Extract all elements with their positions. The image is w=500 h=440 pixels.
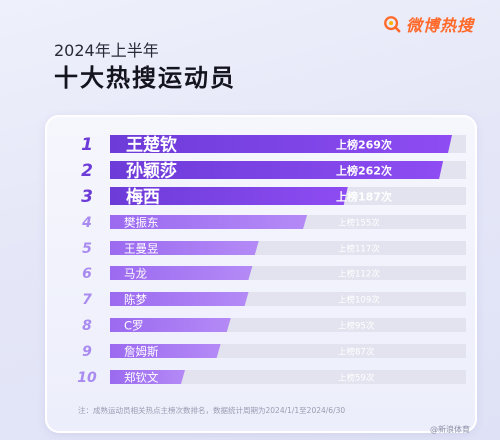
athlete-name: 马龙 bbox=[124, 267, 147, 281]
athlete-name: 樊振东 bbox=[124, 216, 159, 230]
bar bbox=[110, 161, 444, 179]
brand-name: 微博热搜 bbox=[405, 16, 474, 35]
weibo-hot-search-logo-icon bbox=[384, 16, 401, 33]
value-label: 上榜95次 bbox=[338, 321, 375, 332]
rank-number: 7 bbox=[82, 292, 92, 308]
value-label: 上榜155次 bbox=[338, 218, 380, 229]
footnote: 注：成熟运动员相关热点主榜次数排名，数据统计周期为2024/1/1至2024/6… bbox=[78, 406, 346, 415]
athlete-name: C罗 bbox=[124, 319, 144, 333]
athlete-name: 郑钦文 bbox=[124, 371, 159, 385]
page-subtitle: 2024年上半年 bbox=[54, 41, 159, 60]
value-label: 上榜269次 bbox=[336, 138, 392, 152]
rank-number: 1 bbox=[81, 135, 93, 155]
bar bbox=[110, 215, 308, 229]
value-label: 上榜117次 bbox=[338, 244, 380, 255]
rank-number: 5 bbox=[82, 241, 92, 257]
watermark: @新浪体育 bbox=[430, 425, 470, 434]
value-label: 上榜59次 bbox=[338, 373, 375, 384]
bar bbox=[110, 135, 452, 153]
athlete-name: 陈梦 bbox=[124, 293, 147, 307]
rank-number: 3 bbox=[81, 187, 93, 207]
value-label: 上榜109次 bbox=[338, 295, 380, 306]
page-title: 十大热搜运动员 bbox=[54, 64, 236, 92]
rank-number: 8 bbox=[82, 318, 92, 334]
bar bbox=[110, 187, 348, 205]
bar bbox=[110, 318, 231, 332]
brand-logo: 微博热搜 bbox=[383, 12, 474, 36]
bar-track bbox=[110, 370, 466, 384]
value-label: 上榜262次 bbox=[336, 164, 392, 178]
rank-number: 10 bbox=[77, 370, 97, 386]
value-label: 上榜112次 bbox=[338, 269, 380, 280]
rank-number: 2 bbox=[81, 161, 93, 181]
bar bbox=[110, 370, 186, 384]
rank-number: 6 bbox=[82, 266, 92, 282]
athlete-name: 詹姆斯 bbox=[124, 345, 159, 359]
bar bbox=[110, 344, 221, 358]
athlete-name: 王曼昱 bbox=[124, 242, 159, 256]
bar bbox=[110, 241, 259, 255]
bar bbox=[110, 292, 249, 306]
athlete-name: 梅西 bbox=[126, 187, 160, 208]
value-label: 上榜87次 bbox=[338, 347, 375, 358]
athlete-name: 王楚钦 bbox=[126, 135, 177, 156]
bar bbox=[110, 266, 253, 280]
athlete-name: 孙颖莎 bbox=[126, 161, 177, 182]
rank-number: 4 bbox=[81, 215, 92, 231]
value-label: 上榜187次 bbox=[336, 190, 392, 204]
rank-number: 9 bbox=[82, 344, 92, 360]
